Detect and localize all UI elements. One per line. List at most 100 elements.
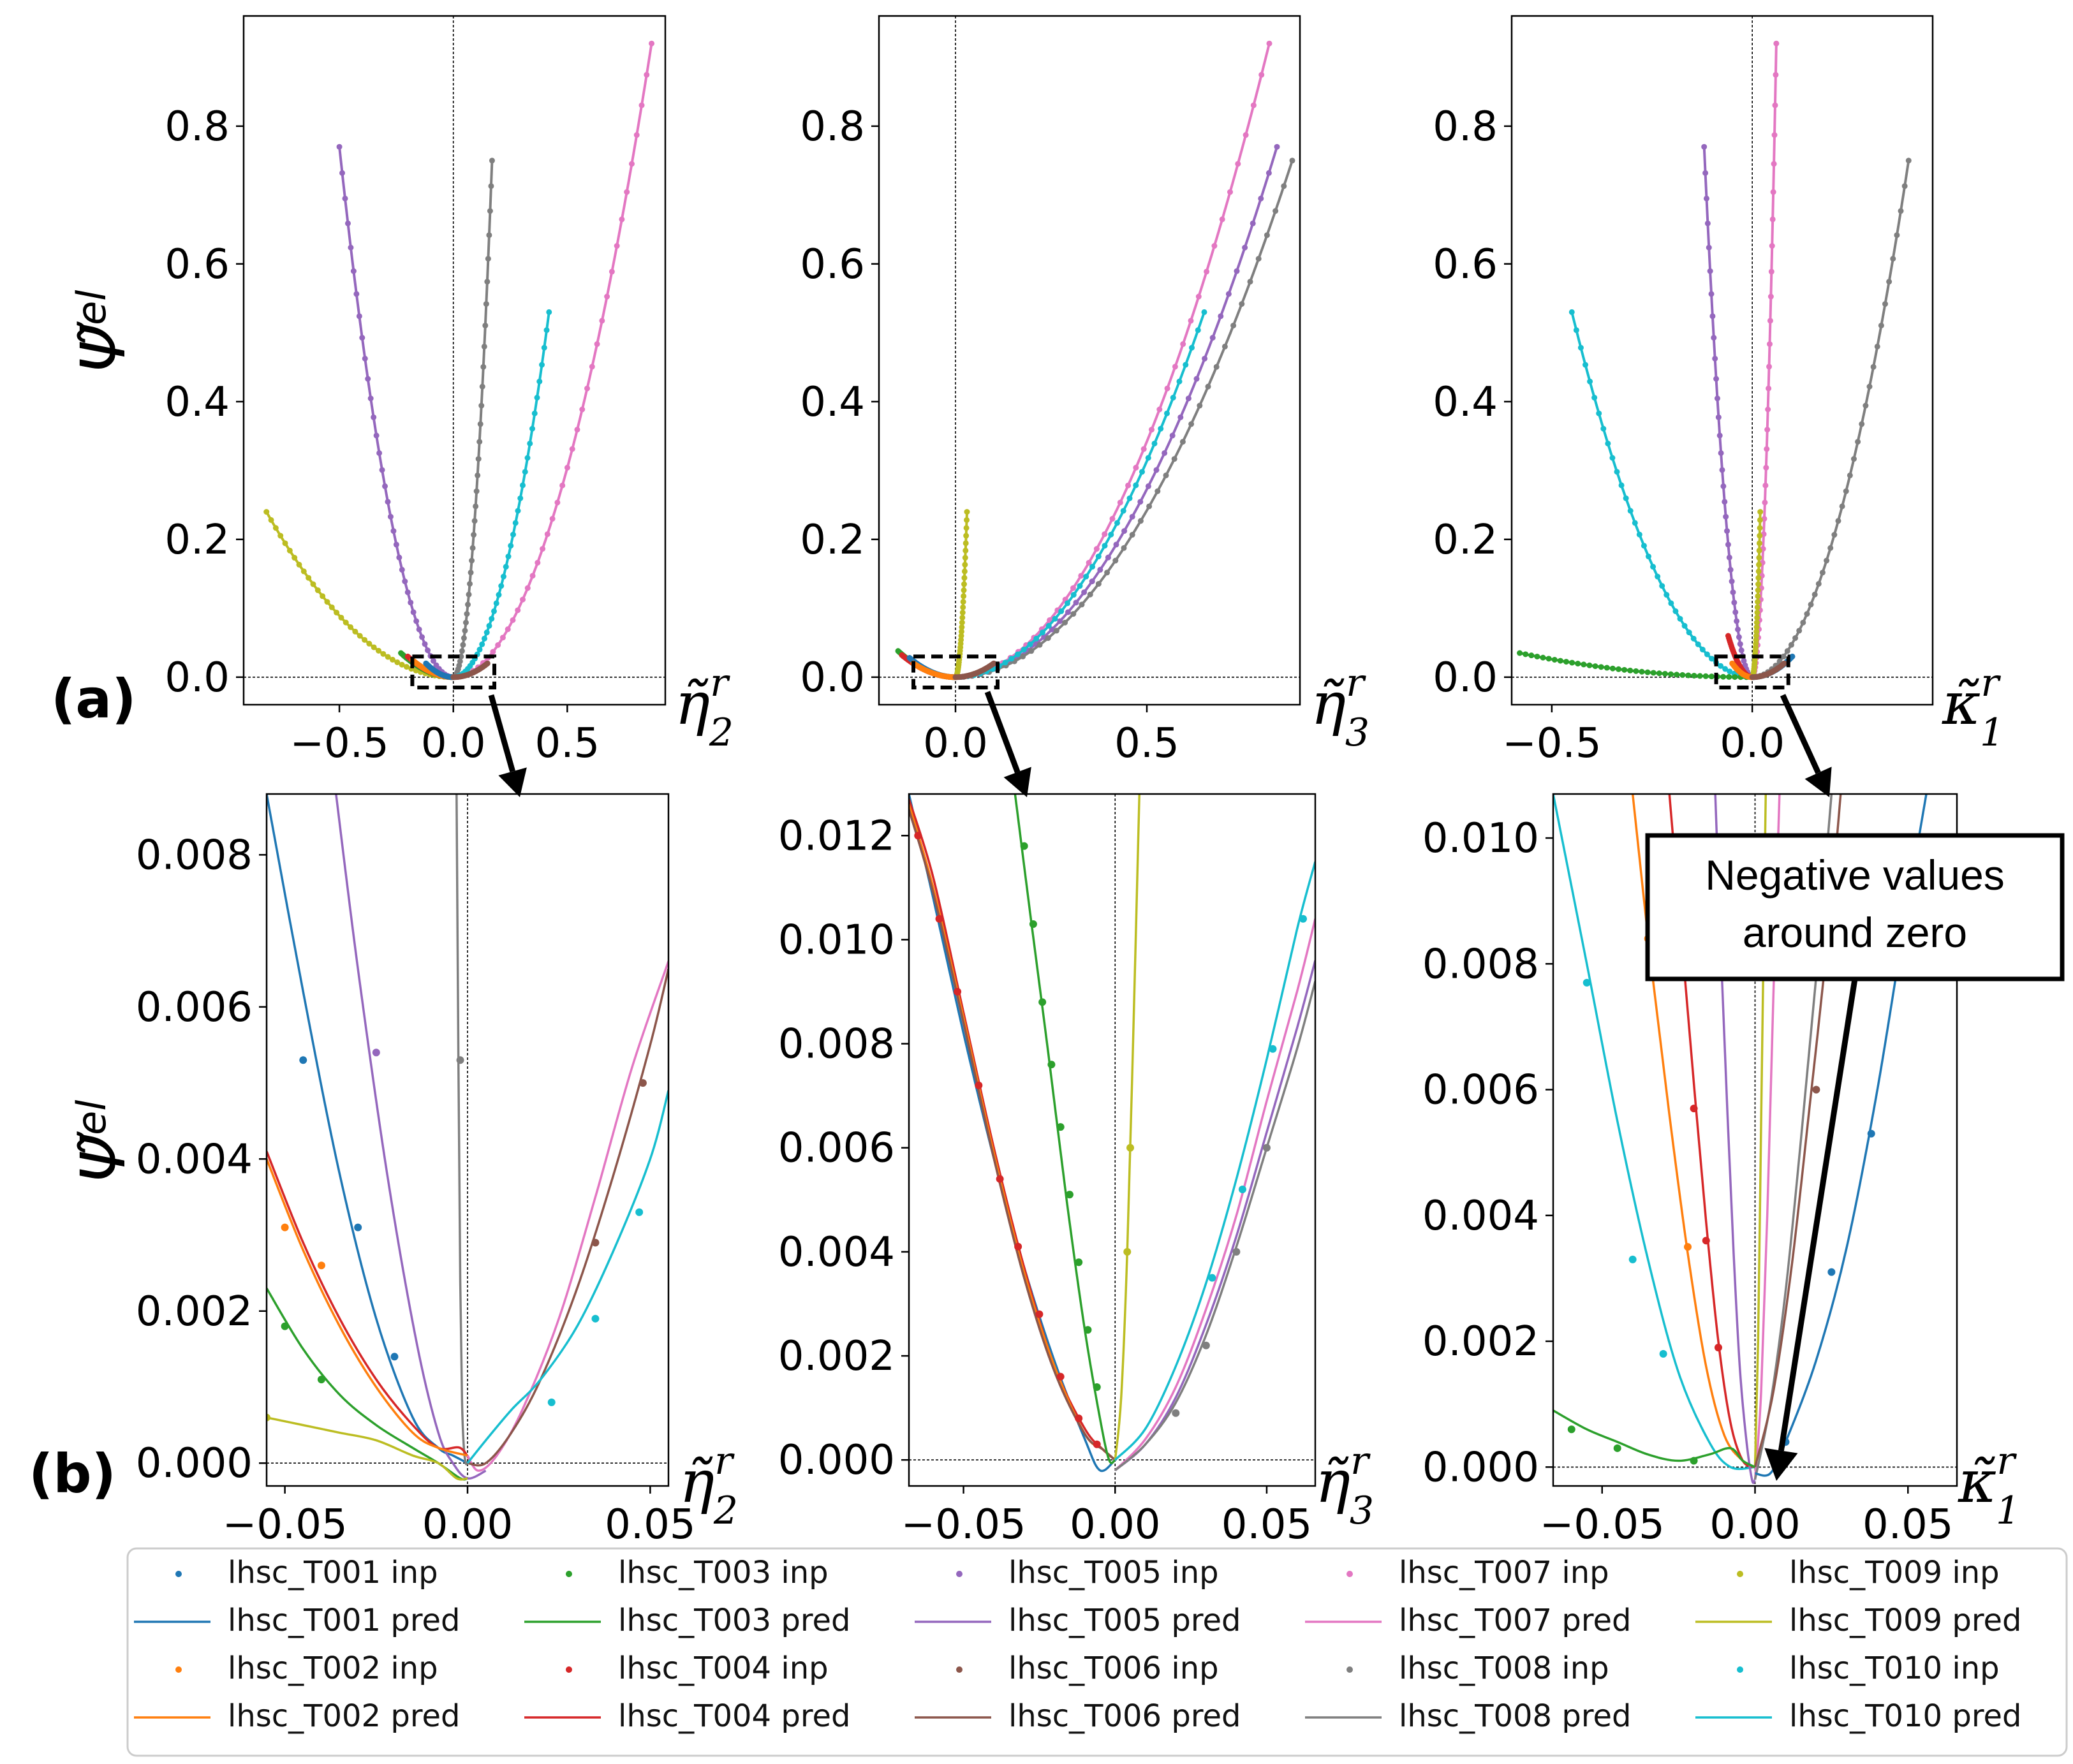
marker-T010 bbox=[491, 608, 497, 614]
marker-T009 bbox=[1754, 604, 1760, 610]
marker-T008 bbox=[464, 611, 470, 617]
marker-T003 bbox=[1656, 670, 1662, 677]
marker-T009 bbox=[960, 604, 966, 610]
legend-label: lhsc_T006 inp bbox=[1008, 1650, 1219, 1686]
marker-T005 bbox=[385, 499, 391, 505]
marker-T005 bbox=[1209, 335, 1216, 341]
marker-T010 bbox=[1659, 583, 1665, 589]
legend-marker bbox=[1737, 1571, 1743, 1577]
marker-T010 bbox=[479, 641, 485, 647]
marker-T010 bbox=[1623, 495, 1629, 501]
series-markers-T008 bbox=[450, 158, 495, 680]
panel-label-a: (a) bbox=[51, 668, 136, 730]
marker-T005 bbox=[1701, 143, 1708, 150]
series-line-T008 bbox=[1114, 981, 1315, 1471]
marker-T010 bbox=[1618, 482, 1625, 489]
marker-T007 bbox=[1767, 293, 1774, 300]
marker-T005 bbox=[1730, 589, 1736, 596]
marker-T003 bbox=[1047, 1061, 1056, 1069]
marker-T009 bbox=[1126, 1143, 1135, 1152]
marker-T004 bbox=[1014, 1242, 1022, 1251]
marker-T005 bbox=[1162, 450, 1168, 456]
marker-T008 bbox=[473, 503, 479, 510]
zoom-connector-arrows bbox=[488, 691, 1832, 797]
marker-T009 bbox=[286, 547, 293, 554]
legend-item: lhsc_T005 pred bbox=[915, 1603, 1241, 1638]
marker-T007 bbox=[1258, 71, 1265, 78]
series-line-T009 bbox=[1114, 794, 1141, 1460]
callout-pointer bbox=[1764, 978, 1858, 1481]
xtick-label: −0.05 bbox=[1540, 1501, 1665, 1548]
marker-T007 bbox=[589, 364, 595, 370]
marker-T008 bbox=[1819, 570, 1826, 576]
marker-T010 bbox=[1587, 378, 1593, 385]
marker-T008 bbox=[1179, 439, 1186, 445]
marker-T007 bbox=[1266, 40, 1273, 47]
legend-label: lhsc_T003 pred bbox=[618, 1603, 851, 1638]
marker-T005 bbox=[1153, 467, 1160, 473]
marker-T008 bbox=[471, 518, 478, 524]
marker-T008 bbox=[1197, 402, 1203, 409]
legend-marker bbox=[566, 1666, 572, 1673]
marker-T005 bbox=[425, 647, 431, 654]
marker-T007 bbox=[619, 216, 625, 223]
marker-T004 bbox=[899, 652, 905, 658]
legend-item: lhsc_T010 inp bbox=[1737, 1650, 2000, 1686]
marker-T010 bbox=[1655, 573, 1661, 580]
marker-T001 bbox=[1827, 1268, 1836, 1276]
legend-item: lhsc_T009 pred bbox=[1695, 1603, 2022, 1638]
axes-frame bbox=[908, 793, 1317, 1487]
marker-T005 bbox=[1105, 554, 1111, 561]
marker-T009 bbox=[267, 1413, 270, 1422]
marker-T003 bbox=[1674, 672, 1680, 678]
marker-T005 bbox=[416, 626, 422, 633]
marker-T005 bbox=[1736, 634, 1742, 640]
marker-T005 bbox=[1722, 499, 1728, 505]
legend-label: lhsc_T003 inp bbox=[618, 1555, 829, 1591]
marker-T005 bbox=[1703, 195, 1709, 202]
marker-T009 bbox=[263, 509, 270, 515]
marker-T009 bbox=[1753, 624, 1760, 630]
marker-T005 bbox=[1258, 195, 1264, 202]
marker-T010 bbox=[1709, 656, 1715, 662]
marker-T005 bbox=[1709, 313, 1716, 320]
marker-T010 bbox=[1238, 1186, 1246, 1193]
marker-T009 bbox=[961, 587, 967, 594]
marker-T005 bbox=[344, 220, 351, 226]
series-line-T001 bbox=[909, 794, 1116, 1473]
marker-T010 bbox=[1664, 592, 1670, 598]
marker-T010 bbox=[1577, 344, 1584, 351]
marker-T007 bbox=[540, 546, 546, 552]
marker-T010 bbox=[1591, 395, 1598, 401]
ytick-label: 0.008 bbox=[136, 832, 253, 879]
series-markers-T002 bbox=[281, 1223, 325, 1270]
marker-T008 bbox=[1087, 591, 1093, 598]
connector-arrow-2 bbox=[984, 691, 1031, 797]
marker-T005 bbox=[410, 609, 417, 615]
marker-T010 bbox=[1040, 629, 1045, 636]
marker-T005 bbox=[1218, 313, 1224, 320]
marker-T010 bbox=[1021, 647, 1027, 653]
marker-T001 bbox=[390, 1353, 399, 1361]
marker-T007 bbox=[1227, 189, 1233, 195]
marker-T004 bbox=[1075, 1414, 1083, 1422]
marker-T006 bbox=[638, 1079, 647, 1087]
series-line-T010 bbox=[1553, 794, 1755, 1471]
marker-T010 bbox=[1151, 440, 1158, 446]
marker-T003 bbox=[1685, 672, 1692, 679]
marker-T009 bbox=[959, 610, 966, 616]
marker-T007 bbox=[1149, 427, 1155, 433]
ytick-label: 0.006 bbox=[778, 1125, 895, 1172]
xtick-label: 0.00 bbox=[1070, 1501, 1161, 1548]
marker-T010 bbox=[510, 531, 517, 538]
marker-T009 bbox=[1756, 547, 1762, 554]
ytick-label: 0.0 bbox=[1433, 654, 1498, 702]
xtick-label: 0.0 bbox=[421, 720, 486, 767]
marker-T010 bbox=[543, 327, 550, 334]
ytick-label: 0.002 bbox=[1422, 1318, 1539, 1365]
marker-T008 bbox=[462, 628, 468, 634]
marker-T009 bbox=[348, 624, 354, 630]
marker-T005 bbox=[433, 662, 439, 668]
marker-T008 bbox=[462, 619, 469, 626]
marker-T009 bbox=[376, 647, 382, 654]
